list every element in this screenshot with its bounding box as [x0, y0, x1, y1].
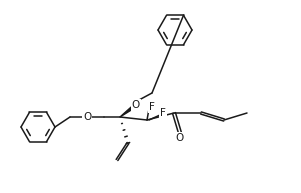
Text: O: O — [132, 100, 140, 110]
Polygon shape — [120, 104, 137, 117]
Text: F: F — [149, 102, 155, 112]
Text: O: O — [83, 112, 91, 122]
Text: O: O — [176, 133, 184, 143]
Text: F: F — [160, 108, 166, 118]
